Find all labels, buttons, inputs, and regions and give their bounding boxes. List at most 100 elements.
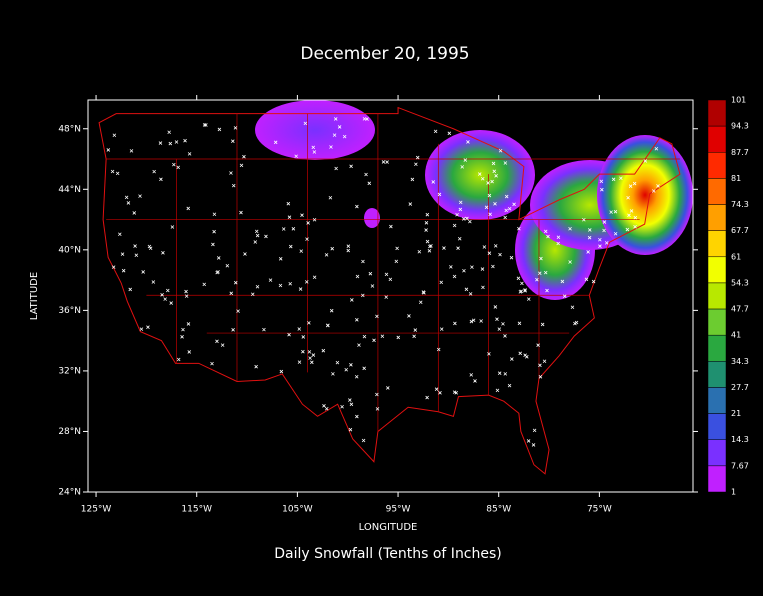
station bbox=[187, 350, 192, 354]
station bbox=[118, 232, 122, 237]
station bbox=[602, 220, 607, 224]
station bbox=[412, 334, 416, 339]
station bbox=[466, 140, 470, 144]
station bbox=[381, 160, 386, 164]
station bbox=[562, 294, 567, 298]
station bbox=[168, 141, 173, 146]
station bbox=[301, 335, 306, 339]
station bbox=[151, 280, 156, 284]
station bbox=[312, 217, 317, 222]
station bbox=[465, 216, 469, 221]
station bbox=[384, 295, 388, 299]
station bbox=[491, 264, 495, 269]
station bbox=[537, 271, 542, 276]
station bbox=[525, 355, 529, 359]
station bbox=[517, 226, 521, 231]
colorbar-box bbox=[707, 413, 727, 440]
station bbox=[216, 256, 221, 260]
colorbar-label: 47.7 bbox=[731, 305, 749, 314]
station bbox=[495, 388, 500, 393]
station bbox=[312, 150, 317, 154]
station bbox=[458, 207, 463, 212]
station bbox=[442, 246, 446, 250]
station bbox=[368, 271, 373, 276]
station bbox=[307, 350, 312, 354]
station bbox=[452, 223, 457, 228]
station bbox=[385, 160, 389, 164]
station bbox=[504, 208, 508, 213]
y-tick-label: 32°N bbox=[58, 366, 81, 376]
station bbox=[538, 363, 542, 368]
station bbox=[457, 236, 462, 241]
station bbox=[231, 183, 236, 188]
y-tick-label: 24°N bbox=[58, 488, 81, 498]
station bbox=[518, 290, 523, 294]
station bbox=[507, 206, 512, 211]
station bbox=[301, 349, 305, 354]
station bbox=[361, 293, 365, 298]
station bbox=[570, 305, 575, 310]
station bbox=[233, 126, 238, 130]
station bbox=[471, 318, 476, 323]
station bbox=[481, 285, 485, 290]
colorbar-label: 67.7 bbox=[731, 226, 749, 235]
colorbar-label: 74.3 bbox=[731, 200, 749, 209]
station bbox=[303, 121, 308, 126]
station bbox=[573, 321, 577, 326]
map-title: December 20, 1995 bbox=[300, 44, 469, 64]
station bbox=[307, 321, 311, 325]
station bbox=[490, 179, 494, 184]
station bbox=[464, 287, 469, 292]
station bbox=[545, 288, 549, 293]
station bbox=[165, 288, 170, 293]
station bbox=[427, 249, 432, 253]
station bbox=[348, 398, 352, 402]
station bbox=[253, 240, 258, 244]
station bbox=[186, 322, 191, 326]
colorbar-label: 87.7 bbox=[731, 148, 749, 157]
station bbox=[349, 363, 353, 367]
station bbox=[453, 321, 457, 326]
colorbar-label: 27.7 bbox=[731, 383, 749, 392]
colorbar-box bbox=[707, 387, 727, 414]
station bbox=[493, 244, 498, 248]
station bbox=[311, 353, 316, 357]
station bbox=[452, 274, 457, 279]
colorbar-label: 101 bbox=[731, 96, 746, 105]
station bbox=[447, 131, 452, 136]
snow-area bbox=[597, 135, 693, 255]
colorbar-box bbox=[707, 99, 727, 127]
station bbox=[503, 215, 507, 220]
station bbox=[433, 129, 438, 134]
station bbox=[422, 291, 426, 295]
station bbox=[160, 293, 164, 297]
y-tick-label: 36°N bbox=[58, 306, 81, 316]
station bbox=[311, 145, 316, 150]
station bbox=[291, 227, 296, 231]
station bbox=[463, 158, 468, 162]
colorbar-box bbox=[707, 308, 727, 336]
station bbox=[204, 123, 208, 127]
plot-area bbox=[98, 100, 693, 475]
station bbox=[493, 202, 497, 206]
station bbox=[434, 387, 439, 391]
station bbox=[322, 404, 326, 408]
station bbox=[542, 359, 547, 364]
station bbox=[613, 209, 618, 214]
station bbox=[633, 224, 637, 229]
x-tick-label: 105°W bbox=[282, 505, 313, 515]
station bbox=[484, 205, 489, 210]
station bbox=[384, 272, 389, 277]
station bbox=[281, 227, 286, 231]
station bbox=[602, 228, 606, 233]
colorbar-box bbox=[707, 361, 727, 388]
station bbox=[331, 372, 335, 376]
station bbox=[255, 233, 260, 238]
colorbar-box bbox=[707, 178, 727, 205]
station bbox=[632, 181, 637, 186]
station bbox=[243, 252, 247, 256]
station bbox=[170, 225, 175, 229]
station bbox=[147, 244, 152, 249]
station bbox=[619, 176, 623, 181]
station bbox=[536, 343, 540, 347]
